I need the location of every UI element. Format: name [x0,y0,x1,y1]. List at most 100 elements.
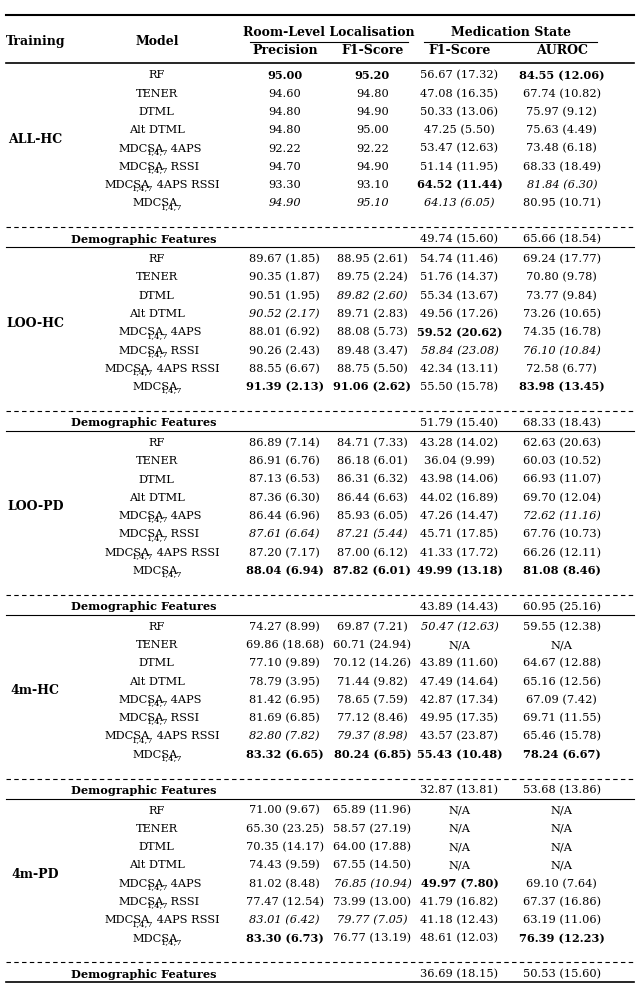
Text: 94.90: 94.90 [356,162,389,172]
Text: 1,4,7: 1,4,7 [147,516,168,524]
Text: DTML: DTML [139,291,175,301]
Text: 58.84 (23.08): 58.84 (23.08) [420,345,499,356]
Text: 88.08 (5.73): 88.08 (5.73) [337,327,408,337]
Text: 4APS: 4APS [167,327,202,337]
Text: 42.87 (17.34): 42.87 (17.34) [420,694,499,705]
Text: 86.31 (6.32): 86.31 (6.32) [337,474,408,485]
Text: AUROC: AUROC [536,44,588,58]
Text: 84.55 (12.06): 84.55 (12.06) [519,69,605,81]
Text: 65.16 (12.56): 65.16 (12.56) [523,677,601,686]
Text: 44.02 (16.89): 44.02 (16.89) [420,493,499,503]
Text: 70.80 (9.78): 70.80 (9.78) [527,272,597,283]
Text: 79.37 (8.98): 79.37 (8.98) [337,731,408,742]
Text: 67.74 (10.82): 67.74 (10.82) [523,88,601,99]
Text: 86.89 (7.14): 86.89 (7.14) [250,437,320,448]
Text: 65.30 (23.25): 65.30 (23.25) [246,823,324,834]
Text: 95.10: 95.10 [356,198,388,208]
Text: 81.08 (8.46): 81.08 (8.46) [523,565,601,576]
Text: 68.33 (18.43): 68.33 (18.43) [523,418,601,428]
Text: Demographic Features: Demographic Features [71,233,217,245]
Text: 1,4,7: 1,4,7 [147,331,168,339]
Text: 1,4,7: 1,4,7 [147,350,168,358]
Text: RSSI: RSSI [167,345,199,355]
Text: 56.67 (17.32): 56.67 (17.32) [420,70,499,80]
Text: TENER: TENER [136,456,178,466]
Text: 1,4,7: 1,4,7 [132,185,154,192]
Text: 4APS RSSI: 4APS RSSI [153,364,220,374]
Text: 60.03 (10.52): 60.03 (10.52) [523,456,601,466]
Text: 73.77 (9.84): 73.77 (9.84) [527,291,597,301]
Text: 81.42 (6.95): 81.42 (6.95) [250,694,320,705]
Text: Alt DTML: Alt DTML [129,860,185,870]
Text: Demographic Features: Demographic Features [71,785,217,796]
Text: 74.27 (8.99): 74.27 (8.99) [250,622,320,632]
Text: 53.68 (13.86): 53.68 (13.86) [523,786,601,796]
Text: 94.90: 94.90 [356,107,389,117]
Text: MDCSA: MDCSA [104,916,150,926]
Text: 88.01 (6.92): 88.01 (6.92) [250,327,320,337]
Text: N/A: N/A [551,640,573,650]
Text: MDCSA: MDCSA [104,731,150,741]
Text: 88.55 (6.67): 88.55 (6.67) [250,364,320,374]
Text: 71.44 (9.82): 71.44 (9.82) [337,677,408,686]
Text: 95.00: 95.00 [267,69,303,81]
Text: 4APS: 4APS [167,879,202,889]
Text: MDCSA: MDCSA [118,713,164,723]
Text: MDCSA: MDCSA [132,933,178,943]
Text: 80.95 (10.71): 80.95 (10.71) [523,198,601,208]
Text: 95.00: 95.00 [356,125,389,135]
Text: RSSI: RSSI [167,162,199,172]
Text: RSSI: RSSI [167,530,199,540]
Text: 67.55 (14.50): 67.55 (14.50) [333,860,412,871]
Text: 41.79 (16.82): 41.79 (16.82) [420,897,499,907]
Text: 73.26 (10.65): 73.26 (10.65) [523,309,601,319]
Text: 67.09 (7.42): 67.09 (7.42) [527,694,597,705]
Text: N/A: N/A [449,842,470,852]
Text: N/A: N/A [551,823,573,834]
Text: 76.77 (13.19): 76.77 (13.19) [333,933,412,943]
Text: 87.21 (5.44): 87.21 (5.44) [337,530,408,540]
Text: 88.04 (6.94): 88.04 (6.94) [246,565,324,576]
Text: 74.43 (9.59): 74.43 (9.59) [250,860,320,871]
Text: 69.70 (12.04): 69.70 (12.04) [523,493,601,503]
Text: 54.74 (11.46): 54.74 (11.46) [420,254,499,264]
Text: 50.53 (15.60): 50.53 (15.60) [523,969,601,979]
Text: 86.18 (6.01): 86.18 (6.01) [337,456,408,466]
Text: 90.26 (2.43): 90.26 (2.43) [250,345,320,356]
Text: 83.01 (6.42): 83.01 (6.42) [250,916,320,926]
Text: Alt DTML: Alt DTML [129,493,185,503]
Text: 4APS RSSI: 4APS RSSI [153,731,220,741]
Text: 85.93 (6.05): 85.93 (6.05) [337,511,408,521]
Text: DTML: DTML [139,842,175,852]
Text: F1-Score: F1-Score [428,44,491,58]
Text: Medication State: Medication State [451,26,571,40]
Text: 78.65 (7.59): 78.65 (7.59) [337,694,408,705]
Text: N/A: N/A [449,640,470,650]
Text: 49.56 (17.26): 49.56 (17.26) [420,309,499,319]
Text: 89.48 (3.47): 89.48 (3.47) [337,345,408,356]
Text: 69.10 (7.64): 69.10 (7.64) [527,879,597,889]
Text: N/A: N/A [551,806,573,815]
Text: 4APS RSSI: 4APS RSSI [153,916,220,926]
Text: 36.69 (18.15): 36.69 (18.15) [420,969,499,979]
Text: 1,4,7: 1,4,7 [147,167,168,175]
Text: 80.24 (6.85): 80.24 (6.85) [333,749,412,760]
Text: 43.28 (14.02): 43.28 (14.02) [420,437,499,448]
Text: 4APS: 4APS [167,511,202,521]
Text: Alt DTML: Alt DTML [129,310,185,319]
Text: 63.19 (11.06): 63.19 (11.06) [523,916,601,926]
Text: 79.77 (7.05): 79.77 (7.05) [337,916,408,926]
Text: 50.33 (13.06): 50.33 (13.06) [420,107,499,117]
Text: 64.00 (17.88): 64.00 (17.88) [333,842,412,852]
Text: 83.98 (13.45): 83.98 (13.45) [519,382,605,393]
Text: MDCSA: MDCSA [104,364,150,374]
Text: Alt DTML: Alt DTML [129,677,185,686]
Text: MDCSA: MDCSA [118,345,164,355]
Text: 86.44 (6.96): 86.44 (6.96) [250,511,320,521]
Text: RF: RF [148,806,165,815]
Text: 62.63 (20.63): 62.63 (20.63) [523,437,601,448]
Text: 72.58 (6.77): 72.58 (6.77) [527,364,597,374]
Text: 47.26 (14.47): 47.26 (14.47) [420,511,499,521]
Text: 70.12 (14.26): 70.12 (14.26) [333,658,412,669]
Text: 83.30 (6.73): 83.30 (6.73) [246,933,324,944]
